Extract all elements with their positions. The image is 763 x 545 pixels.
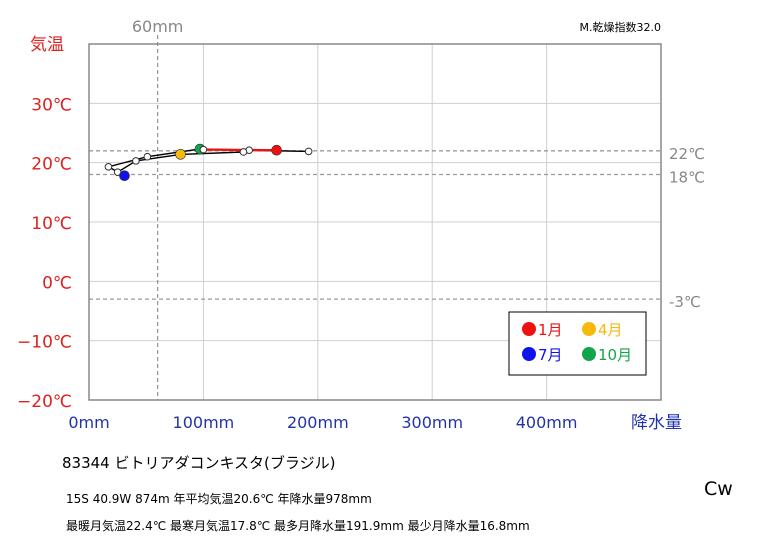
station-summary-2: 最暖月気温22.4℃ 最寒月気温17.8℃ 最多月降水量191.9mm 最少月降…	[66, 519, 530, 533]
month-point-4	[175, 149, 186, 160]
legend-marker	[522, 322, 536, 336]
x-tick-label: 400mm	[516, 413, 578, 432]
aridity-index: M.乾燥指数32.0	[580, 20, 661, 34]
y-tick-label: 0℃	[42, 273, 72, 293]
station-name: 83344 ビトリアダコンキスタ(ブラジル)	[62, 454, 336, 472]
station-summary-1: 15S 40.9W 874m 年平均気温20.6℃ 年降水量978mm	[66, 492, 372, 506]
y-tick-labels: 30℃ 20℃ 10℃ 0℃ −10℃ −20℃	[17, 95, 72, 412]
legend-box	[508, 311, 647, 376]
y-tick-label: 20℃	[31, 155, 72, 175]
month-point-9	[143, 152, 152, 161]
grid-lines	[89, 44, 661, 400]
legend-label: 10月	[598, 346, 632, 364]
ref-line-precip-label: 60mm	[132, 17, 184, 36]
legend-label: 4月	[598, 321, 623, 339]
month-point-11	[304, 147, 313, 156]
month-point-7	[119, 170, 130, 182]
series-line-summer	[203, 148, 277, 152]
legend-marker	[582, 322, 596, 336]
x-axis-label: 降水量	[631, 413, 682, 433]
x-tick-label: 100mm	[173, 413, 235, 432]
climate-class: Cw	[704, 478, 733, 500]
climograph-series	[104, 143, 313, 182]
month-point-1	[271, 144, 282, 156]
legend-label: 1月	[538, 321, 563, 339]
x-tick-label: 200mm	[287, 413, 349, 432]
ref-line-label: -3℃	[669, 293, 701, 311]
y-tick-label: 30℃	[31, 95, 72, 115]
climate-chart: 22℃ 18℃ -3℃ 60mm 30℃ 20℃ 10℃ 0℃ −10℃ −20℃ 0mm 100…	[17, 17, 705, 433]
y-tick-label: −10℃	[17, 333, 72, 353]
legend-marker	[522, 347, 536, 361]
x-tick-label: 300mm	[401, 413, 463, 432]
plot-frame	[88, 43, 662, 401]
y-axis-label: 気温	[30, 35, 64, 55]
x-tick-labels: 0mm 100mm 200mm 300mm 400mm	[68, 413, 577, 432]
month-point-8	[104, 163, 113, 171]
month-point-3	[239, 148, 248, 156]
month-point-12	[199, 145, 208, 154]
reference-lines: 22℃ 18℃ -3℃ 60mm	[89, 17, 705, 400]
y-tick-label: 10℃	[31, 214, 72, 234]
y-tick-label: −20℃	[17, 392, 72, 412]
legend-label: 7月	[538, 346, 563, 364]
legend: 1月 4月 7月 10月	[508, 311, 647, 376]
month-point-5	[132, 157, 140, 165]
legend-marker	[582, 347, 596, 361]
x-tick-label: 0mm	[68, 413, 109, 432]
ref-line-label: 18℃	[669, 169, 705, 187]
ref-line-label: 22℃	[669, 145, 705, 163]
